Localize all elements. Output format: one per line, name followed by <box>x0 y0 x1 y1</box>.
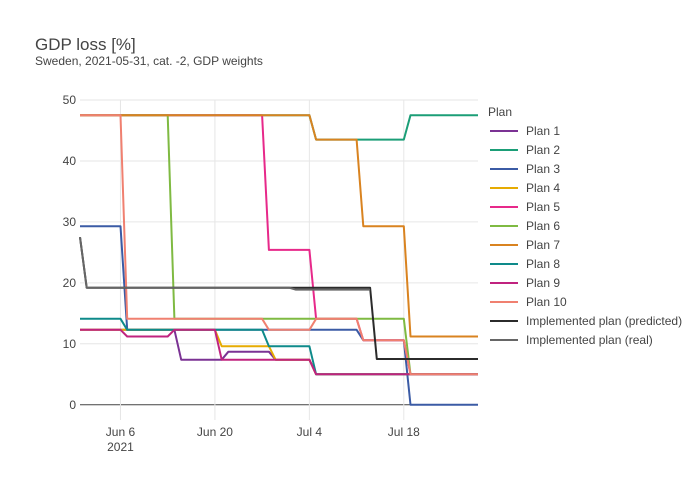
series-line-5 <box>80 114 478 376</box>
series-line-3 <box>80 225 478 406</box>
y-tick-label: 40 <box>63 154 77 168</box>
chart-subtitle: Sweden, 2021-05-31, cat. -2, GDP weights <box>35 54 263 68</box>
series-line-12 <box>79 236 371 291</box>
legend-item[interactable]: Plan 8 <box>490 257 560 271</box>
y-tick-label: 20 <box>63 276 77 290</box>
legend-title: Plan <box>488 105 512 119</box>
y-tick-label: 10 <box>63 337 77 351</box>
x-tick-label: Jun 6 <box>106 425 136 439</box>
series-line-7 <box>80 114 478 338</box>
legend-item[interactable]: Plan 5 <box>490 200 560 214</box>
legend-label: Plan 7 <box>526 238 560 252</box>
series-line-2 <box>80 114 478 141</box>
x-tick-label: Jul 18 <box>388 425 420 439</box>
legend-item[interactable]: Implemented plan (predicted) <box>490 314 682 328</box>
legend-label: Plan 2 <box>526 143 560 157</box>
series-line-6 <box>80 114 478 376</box>
legend-item[interactable]: Plan 10 <box>490 295 567 309</box>
series-line-8 <box>80 317 478 376</box>
legend-item[interactable]: Plan 1 <box>490 124 560 138</box>
series-line-9 <box>80 328 478 376</box>
chart-title: GDP loss [%] <box>35 35 136 54</box>
legend-item[interactable]: Plan 9 <box>490 276 560 290</box>
grid <box>80 99 478 420</box>
x-tick-label: Jun 20 <box>197 425 233 439</box>
y-tick-label: 30 <box>63 215 77 229</box>
x-tick-sublabel: 2021 <box>107 440 134 454</box>
legend-item[interactable]: Plan 2 <box>490 143 560 157</box>
legend-item[interactable]: Implemented plan (real) <box>490 333 653 347</box>
legend[interactable]: Plan Plan 1 Plan 2 Plan 3 Plan 4 Plan 5 Plan … <box>488 105 682 347</box>
legend-label: Plan 1 <box>526 124 560 138</box>
legend-item[interactable]: Plan 6 <box>490 219 560 233</box>
series-line-11 <box>79 236 478 360</box>
legend-label: Plan 8 <box>526 257 560 271</box>
legend-label: Plan 3 <box>526 162 560 176</box>
y-tick-label: 0 <box>69 398 76 412</box>
legend-label: Plan 6 <box>526 219 560 233</box>
legend-label: Implemented plan (real) <box>526 333 653 347</box>
legend-item[interactable]: Plan 7 <box>490 238 560 252</box>
legend-label: Plan 9 <box>526 276 560 290</box>
series-layer <box>79 114 478 406</box>
legend-item[interactable]: Plan 3 <box>490 162 560 176</box>
legend-label: Implemented plan (predicted) <box>526 314 682 328</box>
legend-label: Plan 5 <box>526 200 560 214</box>
legend-label: Plan 10 <box>526 295 567 309</box>
y-tick-label: 50 <box>63 93 77 107</box>
legend-label: Plan 4 <box>526 181 560 195</box>
x-tick-label: Jul 4 <box>297 425 323 439</box>
series-line-10 <box>80 114 478 376</box>
legend-item[interactable]: Plan 4 <box>490 181 560 195</box>
